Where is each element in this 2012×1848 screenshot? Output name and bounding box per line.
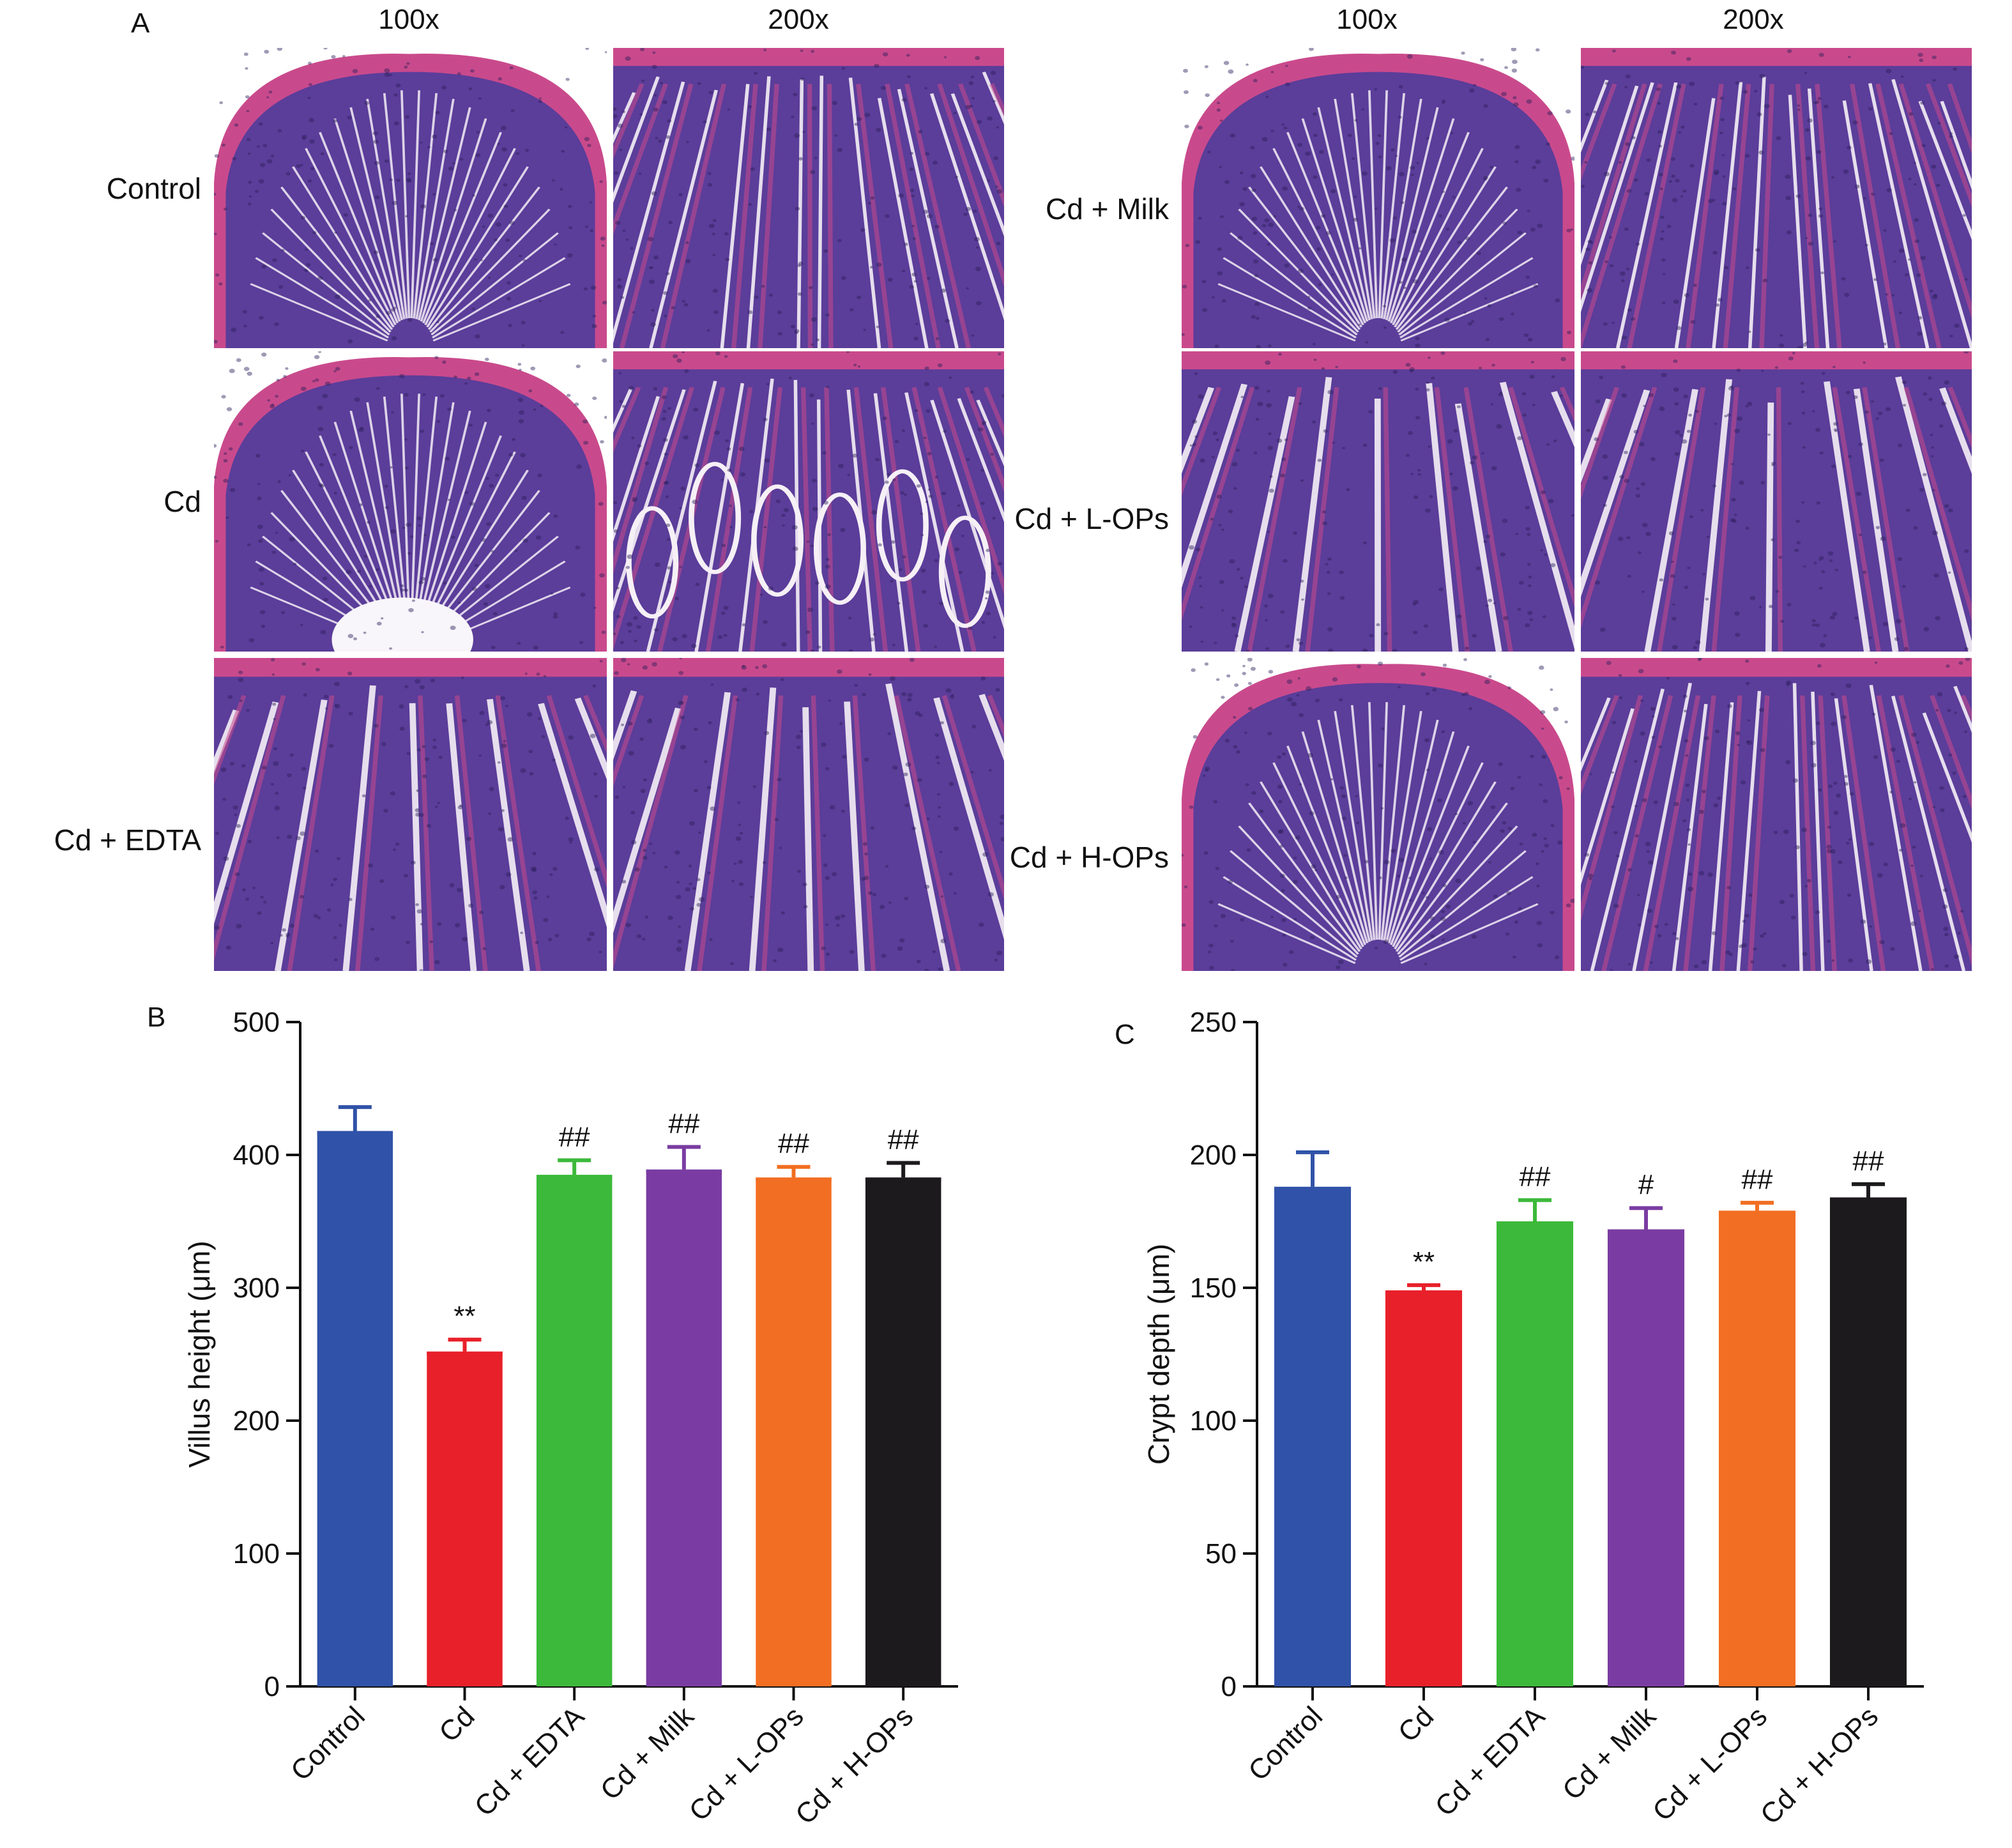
- significance-label: ##: [1742, 1164, 1773, 1195]
- bar: [646, 1169, 722, 1686]
- bar: [756, 1177, 832, 1686]
- significance-label: **: [1413, 1246, 1435, 1278]
- bar: [1829, 1197, 1907, 1686]
- significance-label: ##: [668, 1108, 699, 1140]
- mag-label-left-200x: 200x: [768, 4, 829, 35]
- micrograph-cd-hops-100x: [1182, 658, 1574, 971]
- y-axis-label: Crypt depth (μm): [1142, 1244, 1175, 1465]
- mag-label-right-200x: 200x: [1723, 4, 1784, 35]
- micrograph-cd-edta-200x: [613, 658, 1004, 971]
- y-tick-label: 300: [233, 1272, 280, 1304]
- row-label-control: Control: [106, 172, 201, 205]
- x-tick-label: Cd + Milk: [595, 1700, 701, 1806]
- micrograph-cd-milk-200x: [1581, 48, 1972, 348]
- bar: [427, 1351, 503, 1686]
- x-tick-label: Control: [1242, 1700, 1329, 1787]
- significance-label: ##: [1520, 1161, 1551, 1193]
- bar: [1718, 1210, 1796, 1686]
- crypt-depth-chart: 0 50 100 150 200 250 Crypt depth (μm) Control **…: [1142, 1007, 1924, 1831]
- y-tick-label: 50: [1205, 1538, 1237, 1569]
- micrograph-control-200x: [613, 48, 1004, 348]
- bar: [317, 1131, 393, 1686]
- micrograph-cd-100x: [214, 351, 607, 652]
- bar: [536, 1175, 613, 1686]
- bar: [1496, 1221, 1574, 1686]
- y-tick-label: 150: [1190, 1272, 1237, 1304]
- y-axis-label: Villus height (μm): [183, 1241, 216, 1467]
- mag-label-right-100x: 100x: [1336, 4, 1398, 35]
- y-tick-label: 200: [1190, 1140, 1237, 1171]
- x-tick-label: Cd + EDTA: [1429, 1700, 1551, 1822]
- micrograph-cd-lops-100x: [1182, 351, 1574, 652]
- x-tick-label: Control: [285, 1700, 371, 1787]
- y-axis: 0 100 200 300 400 500: [233, 1007, 958, 1702]
- bar: [1385, 1290, 1463, 1686]
- bar: [1607, 1229, 1685, 1686]
- significance-label: **: [453, 1301, 475, 1332]
- bar: [865, 1177, 941, 1686]
- micrograph-cd-edta-100x: [214, 658, 607, 971]
- y-tick-label: 500: [233, 1007, 280, 1038]
- panel-label-b: B: [147, 1002, 166, 1033]
- x-tick-label: Cd + EDTA: [469, 1700, 591, 1822]
- y-tick-label: 200: [233, 1405, 280, 1437]
- micrograph-cd-milk-100x: [1182, 48, 1574, 348]
- y-axis: 0 50 100 150 200 250: [1190, 1007, 1924, 1702]
- y-tick-label: 400: [233, 1140, 280, 1171]
- significance-label: ##: [888, 1124, 919, 1155]
- row-label-cd-hops: Cd + H-OPs: [1009, 841, 1169, 874]
- x-tick-label: Cd: [433, 1700, 480, 1748]
- y-tick-label: 0: [264, 1671, 280, 1702]
- y-tick-label: 100: [233, 1538, 280, 1569]
- row-label-cd-milk: Cd + Milk: [1046, 192, 1169, 225]
- significance-label: #: [1638, 1169, 1654, 1200]
- row-label-cd-lops: Cd + L-OPs: [1014, 502, 1169, 535]
- micrograph-cd-hops-200x: [1581, 658, 1972, 971]
- villus-height-chart: 0 100 200 300 400 500 Villus height (μm) Contro…: [183, 1007, 958, 1831]
- row-label-cd: Cd: [164, 485, 201, 518]
- mag-label-left-100x: 100x: [378, 4, 439, 35]
- x-tick-label: Cd + Milk: [1557, 1700, 1663, 1806]
- significance-label: ##: [559, 1121, 590, 1152]
- panel-label-c: C: [1115, 1019, 1135, 1050]
- y-tick-label: 100: [1190, 1405, 1237, 1437]
- significance-label: ##: [1853, 1145, 1884, 1177]
- panel-label-a: A: [131, 8, 150, 39]
- x-tick-label: Cd + H-OPs: [789, 1700, 919, 1830]
- significance-label: ##: [778, 1128, 809, 1159]
- x-tick-label: Cd: [1392, 1700, 1440, 1748]
- micrograph-control-100x: [214, 48, 607, 348]
- bar: [1274, 1186, 1352, 1686]
- y-tick-label: 0: [1221, 1671, 1237, 1702]
- micrograph-cd-lops-200x: [1581, 351, 1972, 652]
- x-tick-label: Cd + H-OPs: [1755, 1700, 1884, 1830]
- y-tick-label: 250: [1190, 1007, 1237, 1038]
- row-label-cd-edta: Cd + EDTA: [54, 823, 202, 857]
- micrograph-cd-200x: [613, 351, 1004, 652]
